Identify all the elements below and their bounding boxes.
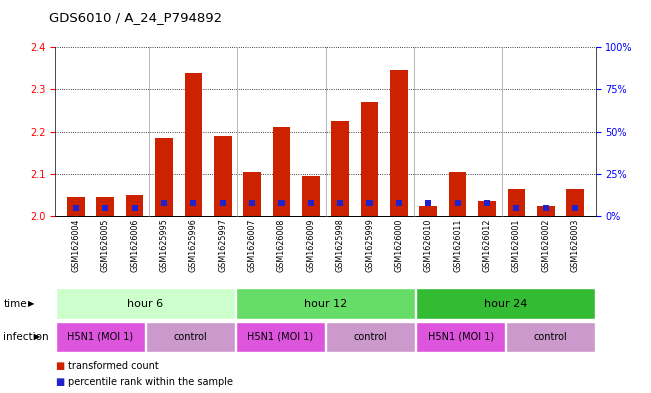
Bar (219, 200, 226, 206)
Bar (243, 172, 261, 216)
Text: GSM1626000: GSM1626000 (395, 218, 404, 272)
Bar (396, 200, 402, 206)
Bar (543, 205, 549, 211)
FancyBboxPatch shape (56, 321, 145, 353)
Text: GSM1626006: GSM1626006 (130, 218, 139, 272)
Bar (155, 138, 173, 216)
Bar (537, 206, 555, 216)
FancyBboxPatch shape (416, 321, 505, 353)
Text: H5N1 (MOI 1): H5N1 (MOI 1) (428, 332, 493, 342)
Bar (331, 121, 349, 216)
Bar (102, 205, 108, 211)
Bar (572, 205, 578, 211)
Bar (513, 205, 519, 211)
Bar (454, 200, 461, 206)
Text: GSM1626004: GSM1626004 (72, 218, 80, 272)
Bar (279, 200, 284, 206)
Bar (484, 200, 490, 206)
Bar (96, 197, 114, 216)
Text: infection: infection (3, 332, 49, 342)
Text: percentile rank within the sample: percentile rank within the sample (68, 377, 233, 387)
Text: H5N1 (MOI 1): H5N1 (MOI 1) (247, 332, 314, 342)
Text: time: time (3, 299, 27, 309)
Text: control: control (534, 332, 568, 342)
Text: GSM1626005: GSM1626005 (101, 218, 110, 272)
Bar (425, 200, 432, 206)
Text: ■: ■ (55, 377, 64, 387)
Text: GSM1626007: GSM1626007 (247, 218, 256, 272)
Bar (190, 200, 197, 206)
Bar (67, 197, 85, 216)
FancyBboxPatch shape (236, 288, 415, 319)
FancyBboxPatch shape (416, 288, 595, 319)
FancyBboxPatch shape (506, 321, 595, 353)
Text: GSM1626011: GSM1626011 (453, 218, 462, 272)
FancyBboxPatch shape (56, 288, 235, 319)
Text: GSM1625997: GSM1625997 (218, 218, 227, 272)
Text: H5N1 (MOI 1): H5N1 (MOI 1) (67, 332, 133, 342)
Text: GSM1625995: GSM1625995 (159, 218, 169, 272)
Bar (508, 189, 525, 216)
Text: control: control (174, 332, 207, 342)
Text: GSM1626003: GSM1626003 (571, 218, 579, 272)
Bar (361, 102, 378, 216)
FancyBboxPatch shape (236, 321, 325, 353)
Bar (214, 136, 232, 216)
Bar (390, 70, 408, 216)
Text: ▶: ▶ (34, 332, 40, 342)
FancyBboxPatch shape (326, 321, 415, 353)
Bar (184, 72, 202, 216)
Bar (302, 176, 320, 216)
Bar (161, 200, 167, 206)
Bar (126, 195, 143, 216)
Text: control: control (353, 332, 387, 342)
Text: GSM1626008: GSM1626008 (277, 218, 286, 272)
Text: GSM1625998: GSM1625998 (336, 218, 344, 272)
Bar (308, 200, 314, 206)
Text: hour 24: hour 24 (484, 299, 527, 309)
Text: GSM1626010: GSM1626010 (424, 218, 433, 272)
Text: transformed count: transformed count (68, 361, 159, 371)
Text: GSM1625999: GSM1625999 (365, 218, 374, 272)
Text: GSM1626012: GSM1626012 (482, 218, 492, 272)
Text: GSM1626002: GSM1626002 (541, 218, 550, 272)
Text: ▶: ▶ (28, 299, 35, 308)
Bar (73, 205, 79, 211)
Text: hour 12: hour 12 (304, 299, 347, 309)
Text: ■: ■ (55, 361, 64, 371)
Bar (478, 201, 496, 216)
Bar (566, 189, 584, 216)
Bar (419, 206, 437, 216)
FancyBboxPatch shape (146, 321, 235, 353)
Bar (132, 205, 138, 211)
Text: GSM1626009: GSM1626009 (307, 218, 315, 272)
Text: GSM1625996: GSM1625996 (189, 218, 198, 272)
Bar (449, 172, 467, 216)
Bar (249, 200, 255, 206)
Text: GDS6010 / A_24_P794892: GDS6010 / A_24_P794892 (49, 11, 222, 24)
Bar (273, 127, 290, 216)
Text: hour 6: hour 6 (128, 299, 163, 309)
Bar (337, 200, 343, 206)
Text: GSM1626001: GSM1626001 (512, 218, 521, 272)
Bar (367, 200, 372, 206)
